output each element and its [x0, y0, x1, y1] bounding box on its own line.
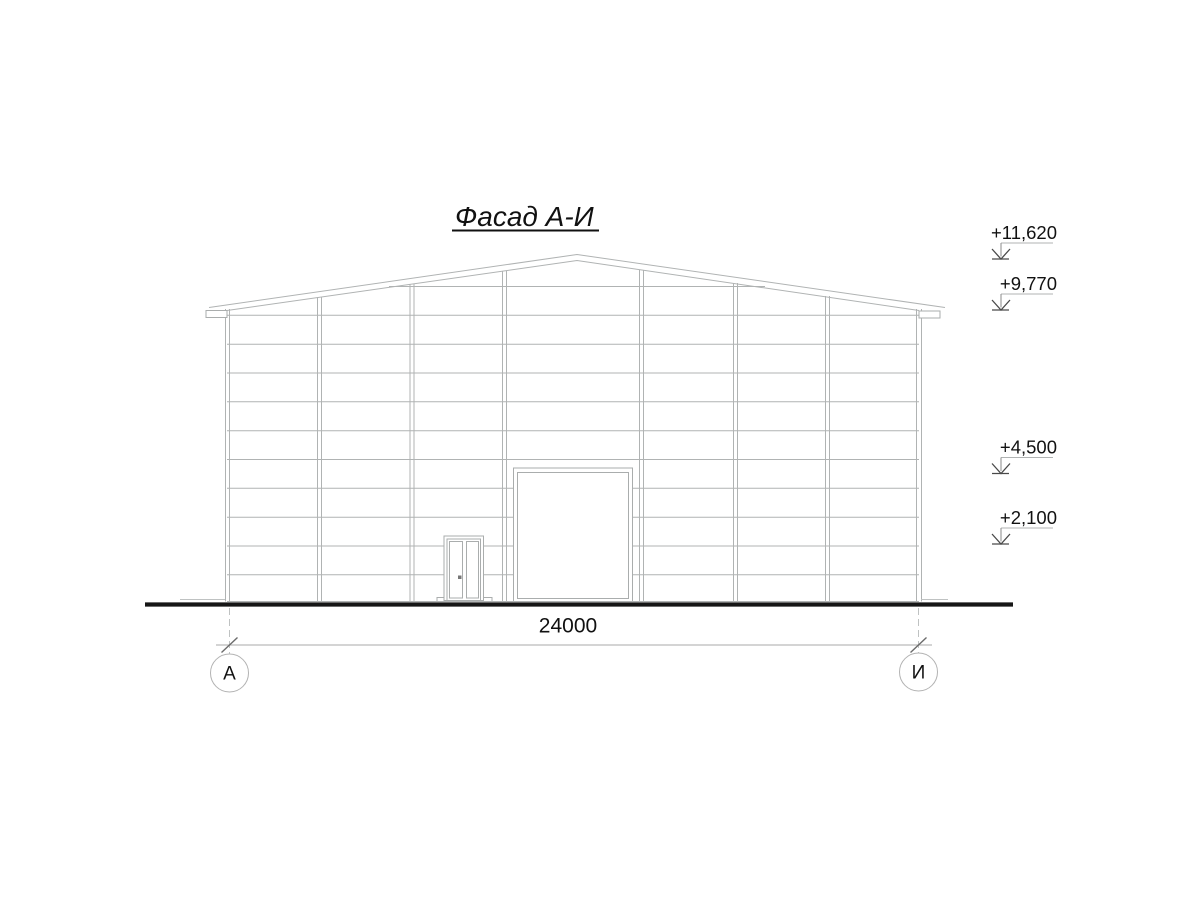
elevation-value: +2,100 [1000, 507, 1057, 528]
dimension-tick-right [910, 636, 927, 654]
elevation-mark-2100: +2,100 [991, 507, 1057, 545]
eave-tab-left [205, 310, 228, 318]
axis-bubble-i: И [899, 652, 938, 692]
dimension-string: 24000 [216, 608, 932, 654]
elevation-mark-4500: +4,500 [991, 437, 1057, 475]
door-leaf-right [466, 541, 479, 599]
entrance-door [436, 535, 493, 602]
wall-edges [225, 309, 922, 602]
gable-roof [205, 253, 946, 319]
axis-label-i: И [912, 663, 926, 684]
drawing-title-text: Фасад А-И [455, 201, 595, 232]
eave-tab-right [918, 310, 941, 319]
wall-columns [317, 270, 830, 602]
elevation-value: +4,500 [1000, 437, 1057, 458]
elevation-mark-ridge: +11,620 [991, 222, 1057, 260]
elevation-mark-eave: +9,770 [991, 273, 1057, 311]
dimension-value: 24000 [539, 615, 597, 638]
elevation-value: +9,770 [1000, 273, 1057, 294]
drawing-title: Фасад А-И [452, 201, 599, 232]
axis-bubble-a: А [210, 653, 249, 693]
dimension-tick-left [221, 636, 238, 654]
sectional-gate [513, 467, 633, 602]
door-leaf-left [449, 541, 463, 599]
door-handle [458, 575, 462, 579]
axis-label-a: А [223, 664, 236, 685]
elevation-value: +11,620 [991, 222, 1057, 243]
